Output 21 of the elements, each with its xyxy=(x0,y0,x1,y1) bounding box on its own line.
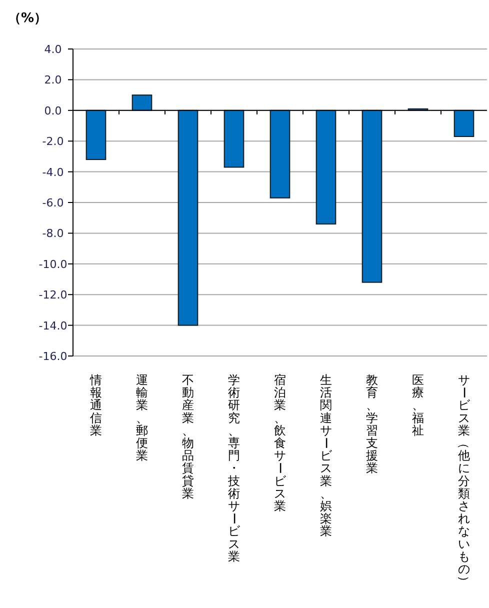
y-tick-label: -4.0 xyxy=(42,166,64,179)
y-tick-label: -6.0 xyxy=(42,196,64,210)
y-tick-label: -2.0 xyxy=(42,135,64,148)
y-tick-label: 2.0 xyxy=(44,74,62,87)
y-tick-label: -14.0 xyxy=(38,319,68,332)
y-tick-label: -16.0 xyxy=(38,350,68,363)
x-tick-label: 宿泊業、飲食サービス業 xyxy=(273,373,287,513)
x-tick-label: 教育、学習支援業 xyxy=(366,373,378,476)
y-tick-label: -8.0 xyxy=(42,227,64,240)
y-tick-label: 0.0 xyxy=(44,104,62,118)
x-tick-label: 医療、福祉 xyxy=(412,373,424,438)
y-axis-title: （%） xyxy=(8,11,48,26)
x-tick-label: 情報通信業 xyxy=(90,373,102,438)
y-tick-label: -12.0 xyxy=(38,288,68,302)
y-tick-label: 4.0 xyxy=(44,43,62,56)
x-tick-label: 運輸業、郵便業 xyxy=(136,373,148,463)
y-tick-label: -10.0 xyxy=(38,258,68,271)
x-tick-label: サービス業（他に分類されないもの） xyxy=(457,373,471,588)
x-tick-label: 不動産業、物品賃貸業 xyxy=(182,373,194,500)
x-tick-label: 生活関連サービス業、娯楽業 xyxy=(319,373,333,538)
x-tick-label: 学術研究、専門・技術サービス業 xyxy=(227,373,241,564)
